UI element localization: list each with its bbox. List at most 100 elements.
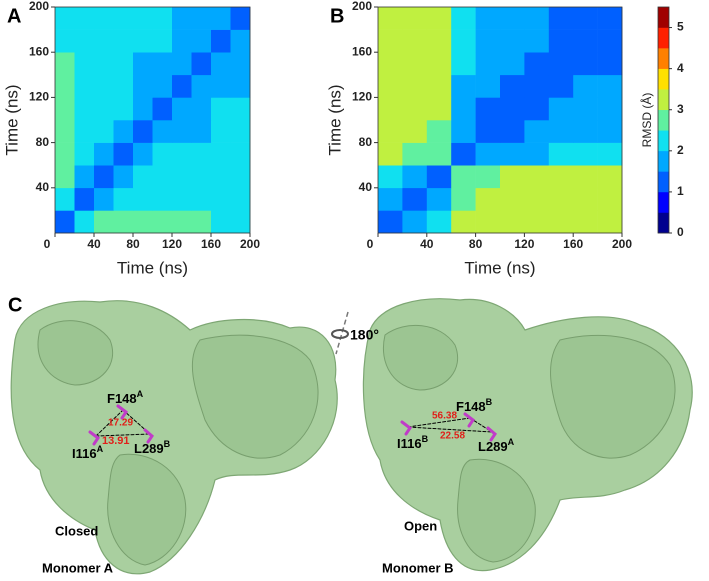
colorbar-segment <box>658 27 669 49</box>
rotation-icon <box>331 311 349 355</box>
heatmap-cell <box>402 7 428 30</box>
colorbar-segment <box>658 7 669 28</box>
heatmap-cell <box>378 142 403 166</box>
heatmap-cell <box>378 29 403 53</box>
residue-label: L289B <box>134 439 171 456</box>
heatmap-cell <box>524 7 550 30</box>
heatmap-cell <box>152 120 173 143</box>
heatmap-cell <box>451 97 476 121</box>
heatmap-cell <box>113 210 134 234</box>
heatmap-cell <box>152 7 173 30</box>
heatmap-cell <box>152 165 173 189</box>
heatmap-cell <box>475 210 501 234</box>
heatmap-cell <box>524 29 550 53</box>
heatmap-cell <box>230 120 251 143</box>
heatmap-cell <box>152 74 173 98</box>
heatmap-cell <box>426 210 452 234</box>
heatmap-cell <box>475 74 501 98</box>
heatmap-cell <box>548 74 574 98</box>
colorbar-segment <box>658 171 669 193</box>
heatmap-cell <box>230 165 251 189</box>
heatmap-cell <box>113 74 134 98</box>
heatmap-cell <box>74 7 95 30</box>
heatmap-cell <box>230 210 251 234</box>
monomer-label: Monomer B <box>382 560 454 575</box>
state-label: Closed <box>55 523 98 538</box>
y-axis-label: Time (ns) <box>325 84 344 155</box>
heatmap-cell <box>74 29 95 53</box>
heatmap-cell <box>451 142 476 166</box>
heatmap-cell <box>597 142 623 166</box>
heatmap-cell <box>191 142 212 166</box>
x-tick-label: 120 <box>514 237 534 251</box>
x-tick-label: 200 <box>612 237 632 251</box>
heatmap-cell <box>451 165 476 189</box>
heatmap-cell <box>172 52 192 76</box>
heatmap-cell <box>230 29 251 53</box>
panel-label: A <box>7 5 21 27</box>
heatmap-cell <box>475 97 501 121</box>
heatmap-cell <box>113 7 134 30</box>
heatmap-cell <box>74 210 95 234</box>
heatmap-cell <box>94 120 114 143</box>
residue: I116 <box>397 436 422 451</box>
x-tick-label: 160 <box>563 237 583 251</box>
heatmap-cell <box>55 97 75 121</box>
residue-sticks-b <box>400 412 497 442</box>
heatmap-cell <box>55 165 75 189</box>
heatmap-cell <box>133 120 153 143</box>
heatmap-cell <box>402 165 428 189</box>
heatmap-cell <box>378 97 403 121</box>
heatmap-cell <box>475 52 501 76</box>
heatmap-cell <box>548 52 574 76</box>
y-tick-label: 200 <box>29 0 49 13</box>
heatmap-cell <box>191 74 212 98</box>
heatmap-cell <box>94 97 114 121</box>
colorbar-tick-label: 2 <box>677 143 684 157</box>
heatmap-cell <box>573 187 598 211</box>
heatmap-cell <box>74 97 95 121</box>
heatmap-cell <box>55 187 75 211</box>
x-tick-label: 40 <box>87 237 101 251</box>
heatmap-cell <box>211 52 231 76</box>
heatmap-cell <box>451 29 476 53</box>
residue: L289 <box>478 439 508 454</box>
heatmap-cell <box>230 74 251 98</box>
heatmap-cell <box>152 52 173 76</box>
heatmap-cell <box>172 29 192 53</box>
heatmap-cell <box>55 52 75 76</box>
residue-label: F148A <box>107 389 144 406</box>
heatmap-cell <box>172 120 192 143</box>
heatmap-cell <box>113 120 134 143</box>
heatmap-cell <box>402 52 428 76</box>
heatmap-cell <box>113 52 134 76</box>
heatmap-cell <box>191 187 212 211</box>
heatmap-cell <box>55 142 75 166</box>
chain: B <box>422 434 429 444</box>
colorbar-tick-label: 5 <box>677 20 684 34</box>
heatmap-cell <box>524 210 550 234</box>
distance-label: 22.58 <box>440 431 465 442</box>
heatmap-cell <box>402 97 428 121</box>
heatmap-cell <box>211 97 231 121</box>
heatmap-cell <box>55 7 75 30</box>
heatmap-cell <box>152 210 173 234</box>
heatmap-cell <box>500 142 525 166</box>
chain: A <box>97 444 104 454</box>
heatmap-cell <box>133 74 153 98</box>
heatmap-cell <box>172 210 192 234</box>
heatmap-cell <box>573 97 598 121</box>
colorbar-segment <box>658 68 669 90</box>
y-tick-label: 120 <box>352 90 372 104</box>
panel-label: C <box>8 294 22 316</box>
heatmap-cell <box>573 210 598 234</box>
heatmap-cell <box>211 7 231 30</box>
heatmap-cell <box>402 142 428 166</box>
heatmap-cell <box>133 210 153 234</box>
heatmap-cell <box>548 187 574 211</box>
heatmap-cell <box>74 165 95 189</box>
heatmap-cell <box>94 187 114 211</box>
colorbar-tick-label: 3 <box>677 102 684 116</box>
heatmap-cell <box>94 29 114 53</box>
chain: B <box>486 397 493 407</box>
